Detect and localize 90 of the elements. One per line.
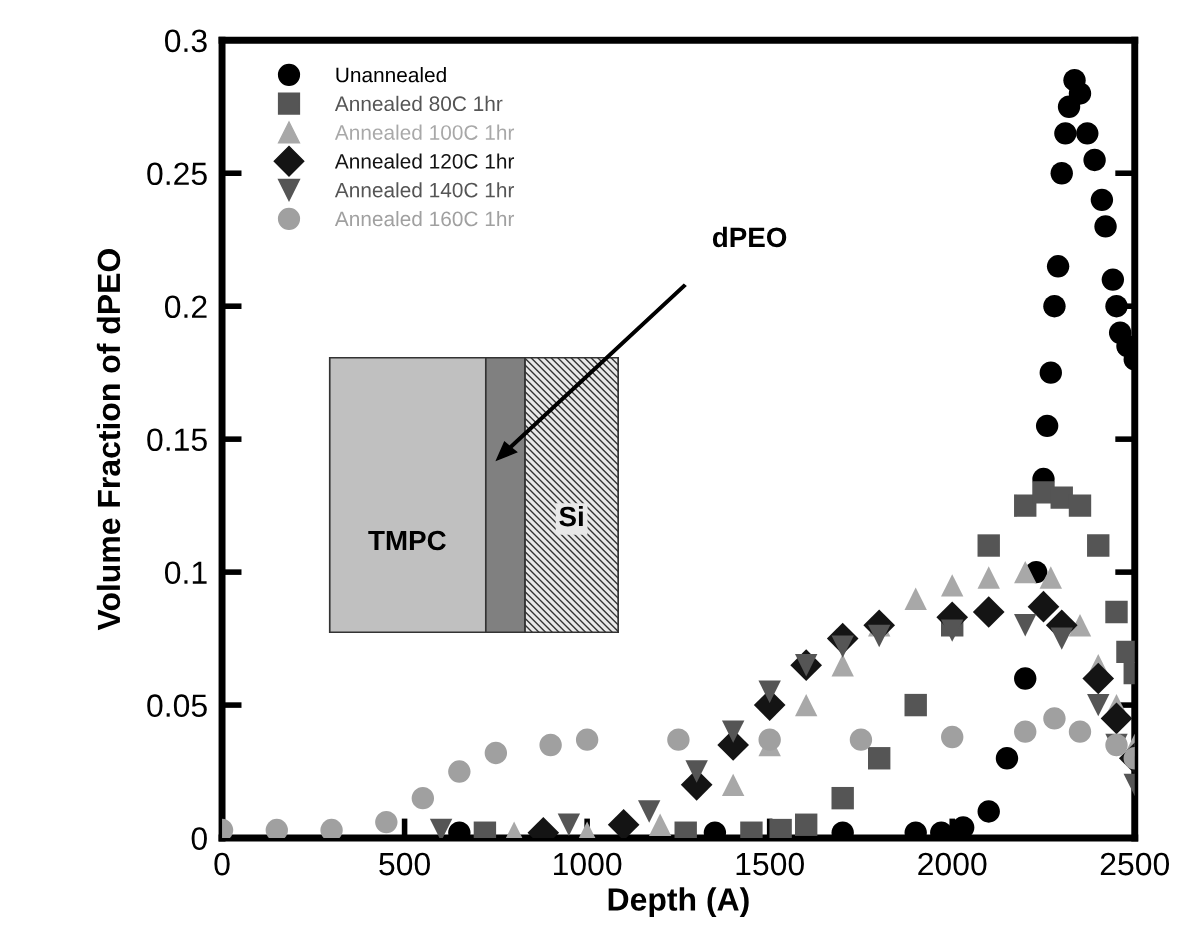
point	[607, 808, 640, 839]
point	[977, 566, 1000, 589]
point	[1014, 560, 1037, 584]
point	[638, 800, 661, 823]
point	[265, 818, 288, 839]
point	[831, 786, 854, 810]
annotation: TMPC	[368, 530, 446, 551]
point	[1068, 494, 1092, 517]
point	[448, 760, 471, 783]
point	[995, 747, 1019, 770]
legend-label: Unannealed	[336, 67, 446, 83]
y-tick-label: 0.15	[147, 428, 207, 452]
point	[868, 747, 891, 770]
point	[557, 813, 581, 836]
point	[1050, 162, 1073, 185]
point	[411, 786, 435, 810]
point	[977, 800, 1000, 823]
point	[1082, 662, 1115, 695]
x-tick-label: 2500	[1100, 852, 1170, 876]
x-tick-label: 1500	[736, 852, 804, 876]
point	[375, 810, 398, 834]
y-tick-label: 0.25	[147, 162, 207, 186]
point	[1105, 295, 1128, 318]
point	[1068, 614, 1092, 637]
legend-label: Annealed 80C 1hr	[334, 95, 503, 112]
point	[1083, 148, 1106, 172]
point	[904, 693, 927, 717]
point	[1100, 702, 1133, 735]
point	[1050, 627, 1073, 650]
y-tick-label: 0.1	[165, 561, 207, 585]
point	[769, 818, 792, 839]
point	[1094, 215, 1117, 238]
point	[941, 619, 964, 642]
point	[1014, 614, 1037, 637]
point	[484, 741, 508, 765]
point	[1035, 414, 1059, 438]
y-tick-label: 0.3	[165, 29, 207, 53]
point	[429, 818, 453, 839]
point	[1090, 188, 1114, 212]
x-axis-title: Depth (A)	[608, 887, 749, 918]
annotation: Si	[559, 505, 583, 527]
point	[831, 654, 854, 677]
legend-label: Annealed 120C 1hr	[334, 153, 515, 169]
point	[1027, 590, 1060, 623]
legend-label: Annealed 100C 1hr	[334, 124, 515, 140]
point	[941, 725, 964, 749]
point	[667, 728, 690, 751]
point	[1101, 268, 1125, 291]
point	[1039, 566, 1062, 589]
x-tick-label: 1000	[554, 852, 622, 876]
point	[1087, 534, 1110, 557]
legend-label: Annealed 140C 1hr	[334, 182, 515, 198]
x-tick-label: 500	[379, 852, 430, 876]
point	[721, 773, 745, 797]
annotation: dPEO	[712, 226, 787, 248]
point	[1105, 600, 1128, 624]
point	[941, 574, 964, 597]
point	[794, 693, 818, 717]
point	[1046, 255, 1070, 278]
point	[1014, 494, 1037, 517]
point	[977, 534, 1000, 557]
point	[849, 728, 873, 751]
y-tick-label: 0.2	[165, 295, 207, 319]
point	[1043, 295, 1066, 318]
point	[575, 728, 599, 751]
point	[1014, 667, 1037, 690]
x-tick-label: 2000	[918, 852, 987, 876]
point	[1043, 707, 1066, 730]
point	[1076, 122, 1099, 145]
point	[1014, 720, 1037, 743]
point	[1068, 82, 1092, 105]
point	[794, 813, 818, 836]
point	[721, 720, 745, 743]
point	[758, 680, 781, 703]
y-tick-label: 0.05	[147, 694, 207, 717]
point	[1068, 720, 1092, 743]
point	[685, 760, 708, 783]
point	[1054, 122, 1077, 145]
point	[758, 728, 781, 751]
x-tick-label: 0	[214, 852, 230, 876]
y-axis-title: Volume Fraction of dPEO	[96, 249, 121, 631]
point	[972, 596, 1005, 628]
point	[648, 813, 672, 836]
point	[904, 587, 927, 610]
legend-label: Annealed 160C 1hr	[334, 210, 515, 227]
point	[1087, 693, 1110, 717]
point	[320, 818, 343, 839]
point	[539, 733, 562, 757]
y-tick-label: 0	[191, 827, 207, 850]
point	[1039, 361, 1062, 384]
